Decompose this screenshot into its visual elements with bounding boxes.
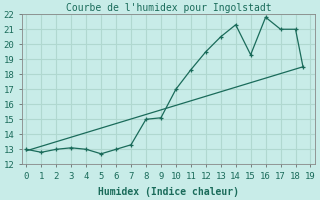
Title: Courbe de l'humidex pour Ingolstadt: Courbe de l'humidex pour Ingolstadt: [66, 3, 271, 13]
X-axis label: Humidex (Indice chaleur): Humidex (Indice chaleur): [98, 186, 239, 197]
